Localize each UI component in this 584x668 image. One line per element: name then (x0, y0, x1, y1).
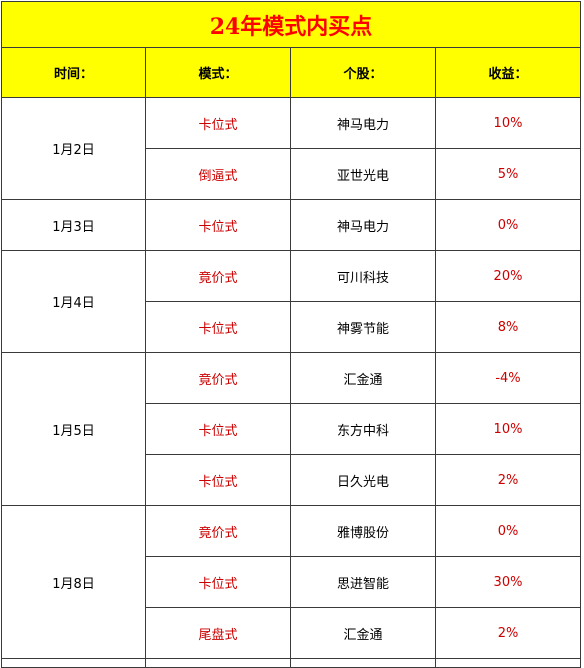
table-row: 尾盘式 汇金通 2% (2, 607, 581, 659)
table-row: 1月2日 卡位式 神马电力 10% (1, 97, 581, 200)
stock-cell: 神马电力 (290, 97, 436, 149)
header-date: 时间： (1, 47, 146, 98)
stock-cell: 神马电力 (290, 199, 436, 251)
table-row: 卡位式 日久光电 2% (2, 454, 581, 506)
return-cell: 5% (435, 148, 581, 200)
return-cell: 20% (435, 250, 581, 302)
header-mode: 模式： (145, 47, 291, 98)
return-cell: 2% (435, 454, 581, 506)
return-cell: 30% (435, 556, 581, 608)
table-row: 1月5日 竟价式 汇金通 -4% (1, 352, 581, 506)
return-cell: 10% (435, 403, 581, 455)
stock-cell: 可川科技 (290, 250, 436, 302)
table-row: 1月4日 竟价式 可川科技 20% (1, 250, 581, 353)
mode-cell: 卡位式 (145, 301, 291, 353)
empty-cell (1, 658, 146, 668)
table-row: 卡位式 思进智能 30% (2, 556, 581, 608)
header-stock: 个股： (290, 47, 436, 98)
mode-cell: 尾盘式 (145, 607, 291, 659)
return-cell: -4% (435, 352, 581, 404)
return-cell: 10% (435, 97, 581, 149)
return-cell: 2% (435, 607, 581, 659)
mode-cell: 卡位式 (145, 97, 291, 149)
return-cell: 8% (435, 301, 581, 353)
mode-cell: 倒逼式 (145, 148, 291, 200)
return-cell: 0% (435, 199, 581, 251)
stock-cell: 汇金通 (290, 607, 436, 659)
title-row: 24年模式内买点 (1, 1, 581, 48)
mode-cell: 卡位式 (145, 556, 291, 608)
table-row: 卡位式 神雾节能 8% (2, 301, 581, 353)
mode-cell: 卡位式 (145, 199, 291, 251)
mode-cell: 竟价式 (145, 250, 291, 302)
table-row: 倒逼式 亚世光电 5% (2, 148, 581, 200)
stock-cell: 东方中科 (290, 403, 436, 455)
date-cell: 1月2日 (1, 97, 146, 200)
table-row: 卡位式 东方中科 10% (2, 403, 581, 455)
date-cell: 1月8日 (1, 505, 146, 659)
stock-cell: 雅博股份 (290, 505, 436, 557)
return-cell: 0% (435, 505, 581, 557)
stock-cell: 亚世光电 (290, 148, 436, 200)
date-cell: 1月4日 (1, 250, 146, 353)
mode-cell: 竟价式 (145, 352, 291, 404)
stock-cell: 汇金通 (290, 352, 436, 404)
header-return: 收益： (435, 47, 581, 98)
table-title: 24年模式内买点 (1, 1, 581, 48)
table-row-cutoff (1, 658, 581, 668)
stock-cell: 神雾节能 (290, 301, 436, 353)
date-cell: 1月3日 (1, 199, 146, 251)
header-row: 时间： 模式： 个股： 收益： (1, 47, 581, 98)
stock-cell: 日久光电 (290, 454, 436, 506)
empty-cell (145, 658, 291, 668)
table-row: 1月8日 竟价式 雅博股份 0% (1, 505, 581, 659)
empty-cell (290, 658, 436, 668)
stock-cell: 思进智能 (290, 556, 436, 608)
mode-cell: 卡位式 (145, 454, 291, 506)
mode-cell: 卡位式 (145, 403, 291, 455)
date-cell: 1月5日 (1, 352, 146, 506)
table-row: 1月3日 卡位式 神马电力 0% (1, 199, 581, 251)
empty-cell (435, 658, 581, 668)
mode-cell: 竟价式 (145, 505, 291, 557)
